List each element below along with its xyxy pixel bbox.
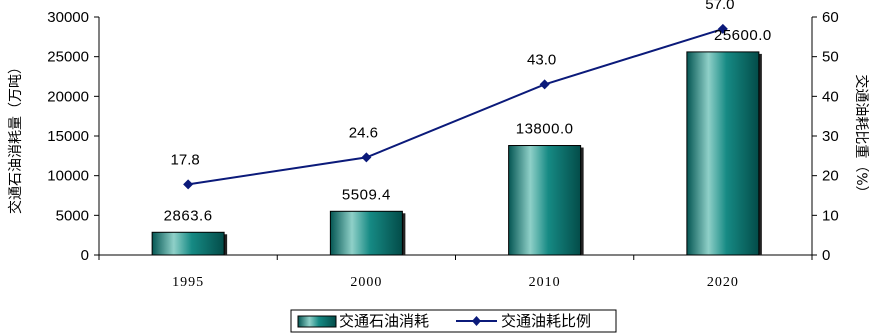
y2-tick-label: 10 xyxy=(822,207,839,224)
line-series xyxy=(183,23,728,190)
bar xyxy=(508,145,582,256)
x-tick-label: 2010 xyxy=(529,275,561,290)
line-value-label: 24.6 xyxy=(349,124,378,141)
legend-frame xyxy=(290,309,617,333)
bar xyxy=(686,51,760,256)
bar-value-label: 25600.0 xyxy=(714,27,772,44)
axes: 0 5000 10000 15000 20000 25000 30000 0 10 20 30 40 5… xyxy=(47,9,838,290)
line-path xyxy=(187,27,724,186)
bar xyxy=(329,210,403,256)
y2-tick-label: 40 xyxy=(822,88,839,105)
y-tick-label: 10000 xyxy=(47,168,89,185)
x-tick-label: 2020 xyxy=(707,275,739,290)
bars xyxy=(151,51,762,256)
y-tick-label: 15000 xyxy=(47,128,89,145)
legend-line-marker xyxy=(472,316,481,326)
y-axis-title: 交通石油消耗量（万吨） xyxy=(7,60,24,214)
legend-line-label: 交通油耗比例 xyxy=(501,312,591,330)
y2-tick-label: 20 xyxy=(822,168,839,185)
x-tick-label: 2000 xyxy=(350,275,382,290)
y2-tick-label: 50 xyxy=(822,49,839,66)
y-tick-label: 5000 xyxy=(56,207,89,224)
y-tick-label: 30000 xyxy=(47,9,89,26)
x-tick-label: 1995 xyxy=(172,275,204,290)
line-marker xyxy=(361,152,372,163)
legend: 交通石油消耗 交通油耗比例 xyxy=(290,309,617,333)
y2-tick-label: 60 xyxy=(822,9,839,26)
y2-tick-label: 30 xyxy=(822,128,839,145)
y2-axis-title: 交通油耗比重（%） xyxy=(853,74,869,199)
line-marker xyxy=(717,23,728,34)
y2-tick-label: 0 xyxy=(822,247,830,264)
line-marker xyxy=(539,79,550,90)
bar-value-label: 5509.4 xyxy=(342,186,391,203)
y-tick-label: 0 xyxy=(81,247,89,264)
bar xyxy=(151,231,225,256)
line-value-label: 57.0 xyxy=(705,0,734,13)
line-value-label: 17.8 xyxy=(171,151,200,168)
legend-bar-swatch xyxy=(297,315,337,328)
bar-value-label: 13800.0 xyxy=(516,121,574,138)
y-tick-label: 25000 xyxy=(47,49,89,66)
y-tick-label: 20000 xyxy=(47,88,89,105)
data-labels: 2863.6 5509.4 13800.0 25600.0 17.8 24.6 43.0 57… xyxy=(164,0,772,224)
legend-bar-label: 交通石油消耗 xyxy=(339,312,429,330)
line-value-label: 43.0 xyxy=(527,51,556,68)
line-marker xyxy=(183,179,194,190)
bar-value-label: 2863.6 xyxy=(164,207,213,224)
